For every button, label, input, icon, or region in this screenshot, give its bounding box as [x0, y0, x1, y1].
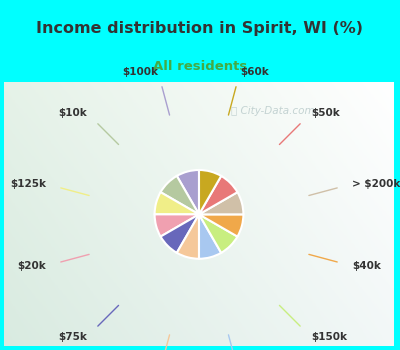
Wedge shape: [155, 214, 199, 237]
Text: $50k: $50k: [311, 108, 340, 118]
Wedge shape: [199, 176, 238, 214]
Text: $125k: $125k: [10, 179, 46, 189]
Text: $10k: $10k: [58, 108, 87, 118]
Wedge shape: [177, 214, 199, 259]
Text: All residents: All residents: [153, 60, 247, 72]
Text: $100k: $100k: [122, 67, 158, 77]
Wedge shape: [199, 214, 243, 237]
Wedge shape: [160, 214, 199, 253]
Wedge shape: [160, 176, 199, 214]
Wedge shape: [177, 170, 199, 214]
Wedge shape: [155, 192, 199, 215]
Text: ⓘ City-Data.com: ⓘ City-Data.com: [231, 106, 315, 116]
Wedge shape: [199, 214, 221, 259]
Text: $150k: $150k: [311, 332, 347, 342]
Text: $20k: $20k: [17, 261, 46, 271]
Text: Income distribution in Spirit, WI (%): Income distribution in Spirit, WI (%): [36, 21, 364, 36]
Wedge shape: [199, 192, 243, 215]
Wedge shape: [199, 214, 238, 253]
Text: $60k: $60k: [240, 67, 269, 77]
Text: > $200k: > $200k: [352, 179, 400, 189]
Text: $40k: $40k: [352, 261, 381, 271]
Text: $75k: $75k: [58, 332, 87, 342]
Wedge shape: [199, 170, 221, 214]
